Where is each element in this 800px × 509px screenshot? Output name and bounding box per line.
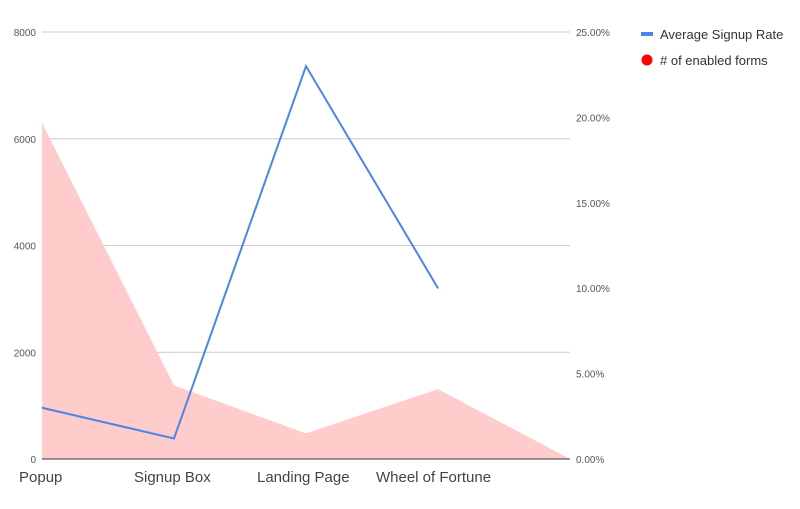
- y-right-tick-label: 15.00%: [576, 199, 610, 210]
- y-right-tick-label: 20.00%: [576, 113, 610, 124]
- x-category-label: Landing Page: [257, 469, 350, 486]
- y-left-tick-label: 8000: [14, 28, 37, 39]
- x-category-label: Popup: [19, 469, 62, 486]
- line-series-signup-rate: [41, 63, 439, 440]
- line-point: [41, 407, 43, 409]
- legend: Average Signup Rate # of enabled forms: [641, 27, 783, 68]
- y-right-tick-label: 5.00%: [576, 370, 604, 381]
- area-series-layer: [41, 122, 571, 460]
- line-point: [437, 287, 439, 289]
- y-right-tick-label: 0.00%: [576, 455, 604, 466]
- area-point: [437, 388, 439, 390]
- y-left-tick-label: 6000: [14, 135, 37, 146]
- legend-label: Average Signup Rate: [660, 27, 783, 42]
- gridlines: [42, 31, 570, 353]
- area-point: [173, 384, 175, 386]
- line-point: [305, 65, 307, 67]
- tick-labels: 0 2000 4000 6000 8000 0.00% 5.00% 10.00% 15.00% 2…: [14, 28, 610, 486]
- y-right-tick-label: 25.00%: [576, 28, 610, 39]
- x-category-label: Signup Box: [134, 469, 211, 486]
- area-point: [305, 432, 307, 434]
- y-right-tick-label: 10.00%: [576, 284, 610, 295]
- line-point: [173, 438, 175, 440]
- x-category-label: Wheel of Fortune: [376, 469, 491, 486]
- legend-label: # of enabled forms: [660, 53, 768, 68]
- line-series-layer: [41, 63, 439, 440]
- legend-dot-swatch: [641, 54, 653, 66]
- y-left-tick-label: 2000: [14, 348, 37, 359]
- y-left-tick-label: 0: [30, 455, 36, 466]
- y-left-tick-label: 4000: [14, 242, 37, 253]
- area-series-enabled-forms: [42, 122, 570, 460]
- area-point: [41, 122, 43, 124]
- legend-line-swatch: [641, 32, 653, 36]
